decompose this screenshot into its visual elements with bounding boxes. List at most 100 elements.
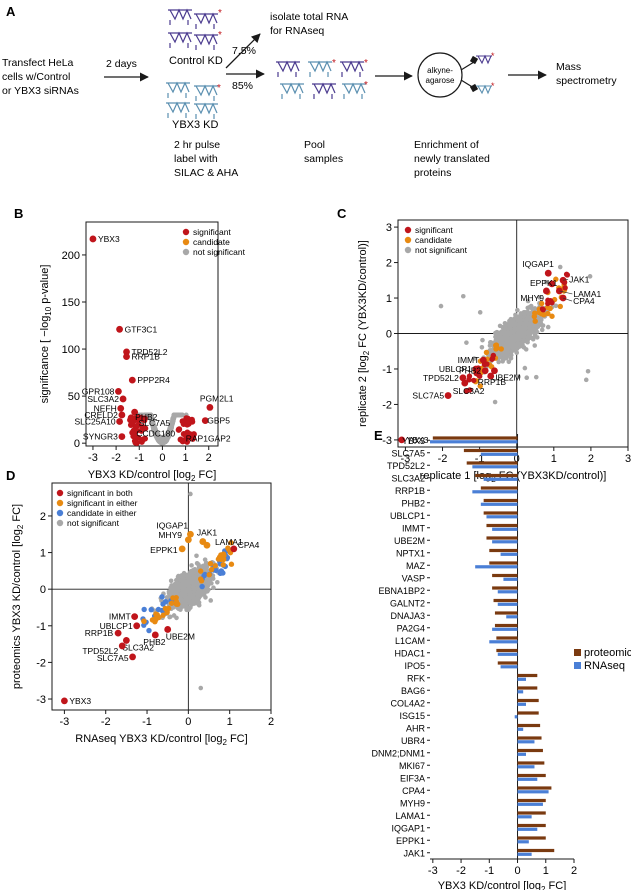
background-point bbox=[533, 327, 539, 333]
background-point bbox=[480, 337, 485, 343]
background-point bbox=[179, 591, 185, 596]
bar-proteomic bbox=[517, 686, 538, 690]
ybx3-star: * bbox=[217, 83, 221, 94]
category-label: IPO5 bbox=[404, 661, 425, 671]
point-label: GPR108 bbox=[82, 386, 115, 396]
background-points bbox=[127, 412, 197, 446]
plot-frame bbox=[85, 221, 219, 447]
panel-d: D -3 -2 -1 0 1 2 -3 -2 -1 0 1 2 RNAseq YBX3 KD/contr… bbox=[6, 468, 274, 747]
category-label: VASP bbox=[402, 573, 425, 583]
point-label: GBP5 bbox=[207, 416, 230, 426]
candidate-point bbox=[547, 305, 553, 312]
background-point bbox=[181, 574, 186, 579]
bar-rnaseq bbox=[517, 827, 538, 831]
background-point bbox=[191, 586, 197, 591]
y-tick-label: 0 bbox=[386, 329, 392, 341]
category-label: L1CAM bbox=[395, 636, 425, 646]
background-point bbox=[170, 418, 176, 423]
background-point bbox=[496, 359, 501, 365]
legend-marker bbox=[182, 238, 190, 246]
legend-label: not significant bbox=[415, 245, 468, 255]
bar-proteomic bbox=[517, 786, 552, 790]
background-point bbox=[537, 295, 542, 300]
data-point bbox=[183, 433, 191, 440]
bar-rnaseq bbox=[517, 752, 526, 756]
background-point bbox=[168, 578, 174, 584]
point-label: RRP1B bbox=[85, 628, 114, 638]
data-point bbox=[60, 697, 68, 705]
either-point bbox=[220, 561, 226, 568]
legend-label: significant in either bbox=[67, 498, 138, 508]
background-point bbox=[204, 589, 210, 594]
legend-marker bbox=[404, 236, 412, 244]
category-label: YBX3 bbox=[402, 436, 425, 446]
candidate-point bbox=[148, 606, 154, 613]
background-point bbox=[512, 347, 517, 353]
background-point bbox=[471, 356, 477, 361]
background-point bbox=[493, 330, 498, 336]
background-point bbox=[502, 326, 507, 332]
data-point bbox=[444, 392, 452, 399]
category-label: ISG15 bbox=[399, 711, 425, 721]
significant-point bbox=[132, 439, 139, 446]
background-point bbox=[545, 324, 551, 330]
significant-point bbox=[189, 435, 196, 442]
background-point bbox=[194, 553, 199, 559]
significant-point bbox=[179, 418, 186, 425]
x-tick-label: -1 bbox=[475, 453, 485, 465]
background-point bbox=[174, 584, 180, 589]
background-point bbox=[203, 595, 208, 600]
background-point bbox=[496, 330, 502, 336]
significant-point bbox=[549, 299, 555, 306]
bar-rnaseq bbox=[480, 452, 518, 456]
background-point bbox=[188, 599, 193, 605]
point-label: MHY9 bbox=[158, 530, 182, 540]
background-point bbox=[215, 579, 220, 585]
bar-rnaseq bbox=[475, 565, 518, 569]
background-point bbox=[504, 354, 510, 359]
bar-rnaseq bbox=[497, 590, 518, 594]
data-point bbox=[559, 294, 567, 302]
background-point bbox=[186, 606, 191, 612]
point-label: CPA4 bbox=[573, 296, 595, 306]
background-point bbox=[521, 345, 527, 350]
category-label: DNAJA3 bbox=[390, 611, 425, 621]
y-tick-label: -2 bbox=[382, 399, 392, 411]
category-label: PA2G4 bbox=[397, 623, 425, 633]
category-label: UBR4 bbox=[401, 736, 425, 746]
legend-label: significant in both bbox=[67, 488, 133, 498]
data-point bbox=[479, 356, 487, 364]
background-point bbox=[532, 343, 538, 348]
ybx3-cells-icon bbox=[166, 81, 218, 119]
background-point bbox=[195, 593, 201, 599]
x-tick-label: 2 bbox=[206, 452, 212, 464]
background-point bbox=[509, 329, 514, 335]
bar-rnaseq bbox=[517, 702, 526, 706]
y-axis-label: significance [ −log10 p-value] bbox=[39, 265, 53, 404]
point-label: SLC7A5 bbox=[412, 391, 444, 401]
point-label: SLC3A2 bbox=[87, 394, 119, 404]
y-tick-label: 0 bbox=[40, 584, 46, 596]
transfect-line-1: Transfect HeLa bbox=[2, 57, 74, 69]
category-label: EPPK1 bbox=[396, 836, 425, 846]
bar-rnaseq bbox=[430, 440, 518, 444]
significant-point bbox=[489, 356, 495, 362]
y-tick-label: 100 bbox=[62, 344, 80, 356]
background-point bbox=[203, 560, 209, 566]
pulse-line-2: label with bbox=[174, 153, 218, 165]
background-point bbox=[189, 563, 194, 568]
point-label: MHY9 bbox=[520, 293, 544, 303]
category-label: PHB2 bbox=[401, 498, 425, 508]
mass-line-2: spectrometry bbox=[556, 75, 617, 87]
either-point bbox=[221, 556, 227, 563]
background-point bbox=[168, 591, 174, 596]
background-point bbox=[179, 581, 184, 587]
category-label: NPTX1 bbox=[396, 548, 425, 558]
bar-rnaseq bbox=[497, 652, 518, 656]
point-label: RRP1B bbox=[132, 352, 161, 362]
data-point bbox=[178, 545, 186, 553]
